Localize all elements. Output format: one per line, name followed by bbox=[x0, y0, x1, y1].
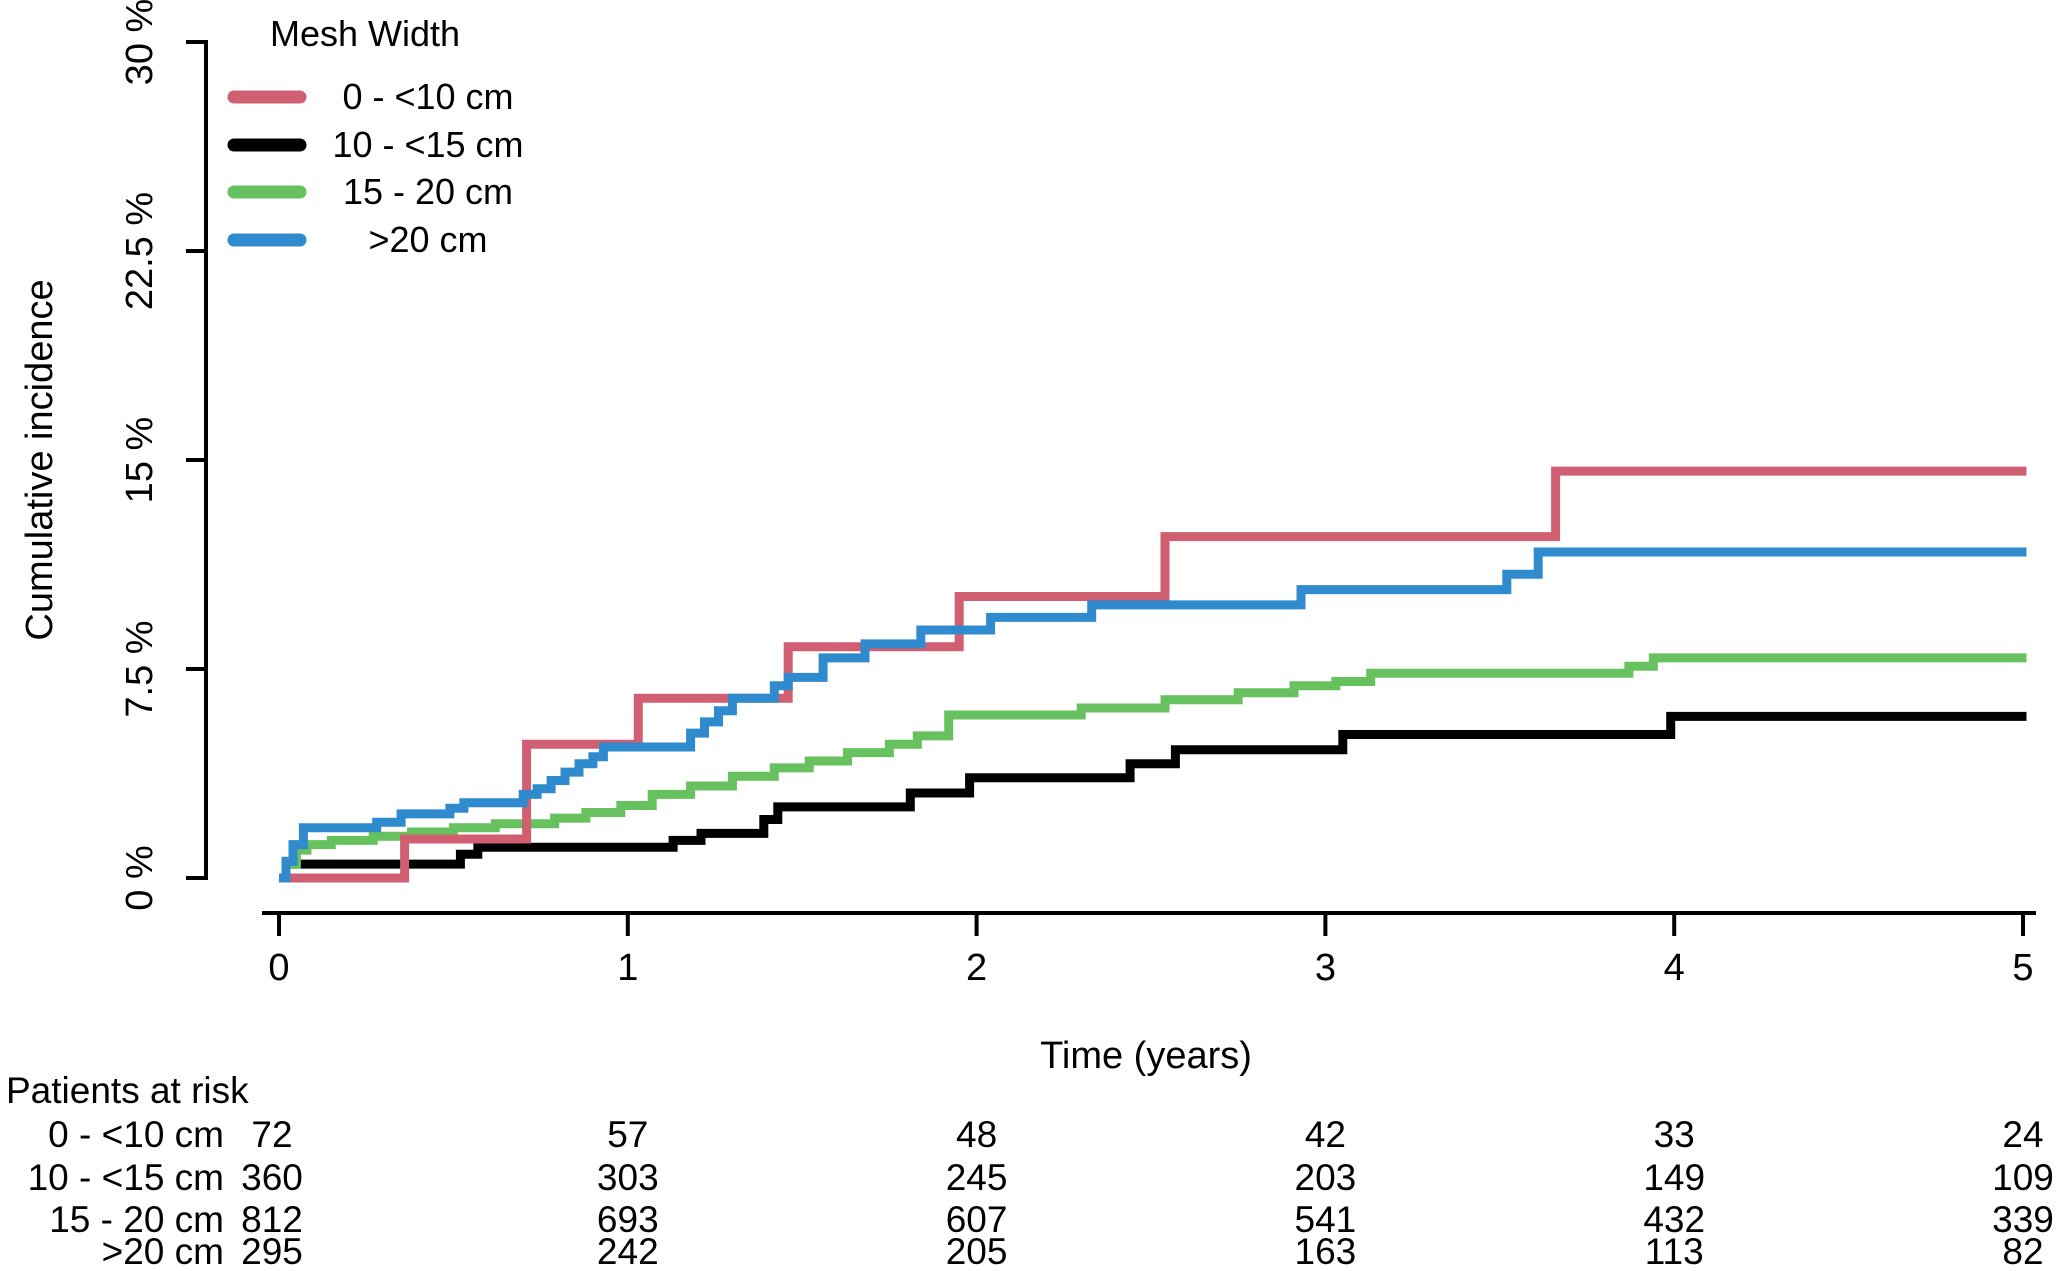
legend-label: >20 cm bbox=[368, 219, 487, 260]
risk-count: 203 bbox=[1295, 1157, 1357, 1198]
risk-count: 42 bbox=[1305, 1114, 1346, 1155]
legend-label: 10 - <15 cm bbox=[332, 124, 523, 165]
series-lines bbox=[279, 466, 2027, 883]
legend-title: Mesh Width bbox=[270, 13, 460, 54]
series-line-10-15-cm bbox=[281, 711, 2027, 883]
x-tick-label: 4 bbox=[1664, 947, 1685, 989]
risk-count: 72 bbox=[251, 1114, 292, 1155]
risk-row-label: >20 cm bbox=[102, 1231, 224, 1266]
risk-count: 607 bbox=[946, 1199, 1008, 1240]
legend-entry: 15 - 20 cm bbox=[227, 171, 513, 212]
x-tick-label: 2 bbox=[966, 947, 987, 989]
x-tick-label: 1 bbox=[617, 947, 638, 989]
x-axis-title: Time (years) bbox=[1040, 1035, 1252, 1077]
series-line-0-10-cm bbox=[289, 466, 2027, 883]
legend-entry: >20 cm bbox=[227, 219, 488, 260]
risk-count: 24 bbox=[2002, 1114, 2043, 1155]
risk-row-label: 0 - <10 cm bbox=[48, 1114, 224, 1155]
y-axis: 0 % 7.5 % 15 % 22.5 % 30 % bbox=[119, 0, 208, 911]
risk-count: 360 bbox=[241, 1157, 303, 1198]
legend-label: 0 - <10 cm bbox=[342, 76, 513, 117]
y-axis-title: Cumulative incidence bbox=[19, 279, 61, 640]
risk-table-row: 10 - <15 cm 360 303 245 203 149 109 bbox=[28, 1157, 2054, 1198]
risk-row-label: 10 - <15 cm bbox=[28, 1157, 224, 1198]
risk-count: 303 bbox=[597, 1157, 659, 1198]
x-tick-label: 5 bbox=[2012, 947, 2033, 989]
risk-table-title: Patients at risk bbox=[6, 1070, 249, 1111]
series-line-15-20-cm bbox=[281, 653, 2027, 883]
risk-count: 149 bbox=[1643, 1157, 1705, 1198]
y-tick-label: 7.5 % bbox=[119, 620, 161, 717]
y-tick-label: 22.5 % bbox=[119, 192, 161, 310]
risk-table-row: 0 - <10 cm 72 57 48 42 33 24 bbox=[48, 1114, 2043, 1155]
risk-count: 33 bbox=[1654, 1114, 1695, 1155]
risk-count: 541 bbox=[1295, 1199, 1357, 1240]
risk-count: 242 bbox=[597, 1231, 659, 1266]
risk-count: 113 bbox=[1645, 1231, 1704, 1266]
x-tick-label: 0 bbox=[268, 947, 289, 989]
x-axis: 0 1 2 3 4 5 bbox=[262, 911, 2036, 989]
legend-entry: 10 - <15 cm bbox=[227, 124, 524, 165]
series-line-20-cm bbox=[279, 547, 2027, 883]
risk-count: 82 bbox=[2002, 1231, 2043, 1266]
risk-count: 163 bbox=[1295, 1231, 1357, 1266]
y-tick-label: 0 % bbox=[119, 845, 161, 910]
risk-count: 245 bbox=[946, 1157, 1008, 1198]
legend-entries: 0 - <10 cm 10 - <15 cm 15 - 20 cm >20 cm bbox=[227, 76, 524, 260]
risk-count: 57 bbox=[607, 1114, 648, 1155]
y-tick-label: 30 % bbox=[119, 0, 161, 85]
y-tick-label: 15 % bbox=[119, 417, 161, 504]
risk-count: 109 bbox=[1992, 1157, 2054, 1198]
risk-row-label: 15 - 20 cm bbox=[49, 1199, 224, 1240]
risk-table-rows: 0 - <10 cm 72 57 48 42 33 24 10 - <15 cm 360 303 2… bbox=[28, 1114, 2054, 1271]
patients-at-risk-table: Patients at risk 0 - <10 cm 72 57 48 42 33 241… bbox=[6, 1070, 2054, 1271]
risk-count: 48 bbox=[956, 1114, 997, 1155]
risk-count: 295 bbox=[241, 1231, 303, 1266]
risk-count: 432 bbox=[1643, 1199, 1705, 1240]
legend: Mesh Width 0 - <10 cm 10 - <15 cm 15 - 20 … bbox=[227, 13, 524, 260]
risk-count: 812 bbox=[241, 1199, 303, 1240]
risk-count: 693 bbox=[597, 1199, 659, 1240]
legend-entry: 0 - <10 cm bbox=[227, 76, 514, 117]
x-tick-label: 3 bbox=[1315, 947, 1336, 989]
risk-count: 205 bbox=[946, 1231, 1008, 1266]
risk-table-row: >20 cm 295 242 205 163 113 82 bbox=[102, 1231, 2044, 1271]
legend-label: 15 - 20 cm bbox=[343, 171, 513, 212]
risk-count: 339 bbox=[1992, 1199, 2054, 1240]
risk-table-row: 15 - 20 cm 812 693 607 541 432 339 bbox=[49, 1199, 2054, 1240]
